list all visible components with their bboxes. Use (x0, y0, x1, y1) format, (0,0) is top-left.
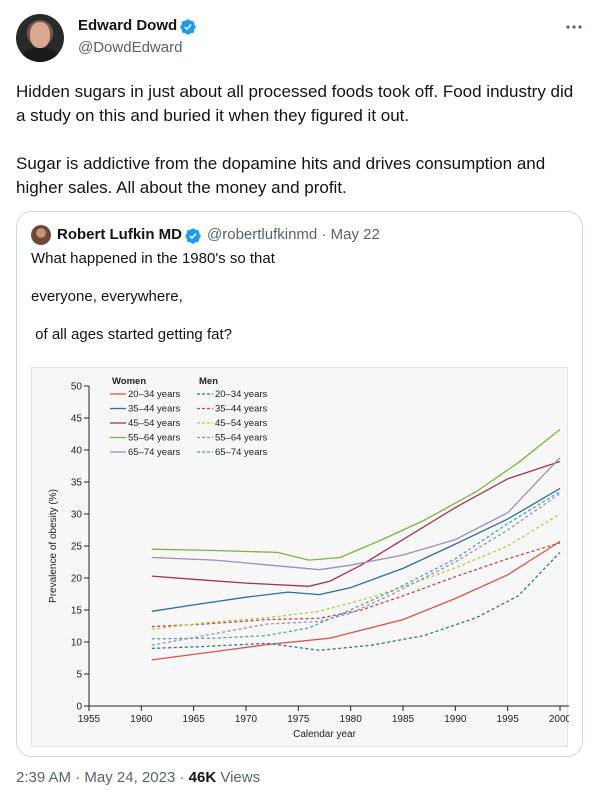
legend-label: 55–64 years (215, 433, 268, 444)
x-tick-label: 1965 (183, 714, 206, 725)
tweet-meta: 2:39 AM · May 24, 2023 · 46K Views (16, 769, 260, 786)
series-line-women (151, 487, 561, 612)
obesity-chart-image[interactable]: 0 5 10 15 20 25 30 35 40 45 50 1955 1960 1965 1970 1975… (31, 367, 569, 747)
quote-text: What happened in the 1980's so that ever… (31, 249, 571, 345)
quoted-tweet[interactable]: Robert Lufkin MD @robertlufkinmd · May 2… (16, 211, 583, 757)
series-line-women (151, 457, 561, 571)
series-line-men (151, 551, 561, 651)
quote-date: May 22 (330, 226, 380, 243)
x-tick-label: 1975 (287, 714, 310, 725)
quote-author-name: Robert Lufkin MD (57, 226, 182, 243)
legend-group-title: Men (199, 376, 218, 387)
more-horizontal-icon[interactable] (564, 20, 584, 34)
series-line-women (151, 428, 561, 561)
y-tick-label: 25 (71, 542, 83, 553)
author-name[interactable]: Edward Dowd (78, 17, 178, 34)
y-tick-label: 35 (71, 478, 83, 489)
y-tick-label: 50 (71, 382, 83, 393)
obesity-line-chart: 0 5 10 15 20 25 30 35 40 45 50 1955 1960 1965 1970 1975… (48, 376, 569, 740)
tweet-paragraph: Hidden sugars in just about all processe… (16, 82, 574, 125)
quote-line: everyone, everywhere, (31, 288, 183, 305)
meta-separator: · (75, 769, 81, 786)
tweet-text: Hidden sugars in just about all processe… (16, 80, 582, 224)
legend-label: 65–74 years (215, 447, 268, 458)
series-line-men (151, 513, 561, 630)
y-tick-label: 40 (71, 446, 83, 457)
verified-badge-icon (180, 19, 196, 35)
y-tick-label: 0 (76, 702, 82, 713)
x-tick-label: 1985 (392, 714, 415, 725)
x-tick-label: 1955 (78, 714, 101, 725)
quote-author-avatar (31, 225, 51, 245)
tweet-time[interactable]: 2:39 AM (16, 769, 72, 786)
x-tick-label: 1990 (444, 714, 467, 725)
author-handle[interactable]: @DowdEdward (78, 39, 183, 56)
legend-label: 65–74 years (128, 447, 181, 458)
legend-label: 20–34 years (128, 389, 181, 400)
y-axis-label: Prevalence of obesity (%) (48, 489, 59, 603)
x-tick-label: 2000 (549, 714, 569, 725)
legend-label: 35–44 years (215, 404, 268, 415)
quote-line: What happened in the 1980's so that (31, 250, 275, 267)
legend-label: 45–54 years (215, 418, 268, 429)
y-tick-label: 20 (71, 574, 83, 585)
x-axis-label: Calendar year (293, 729, 356, 740)
y-tick-label: 15 (71, 606, 83, 617)
author-avatar[interactable] (16, 14, 64, 62)
y-tick-label: 5 (76, 670, 82, 681)
meta-separator: · (179, 769, 185, 786)
x-tick-label: 1980 (340, 714, 363, 725)
x-tick-label: 1960 (130, 714, 153, 725)
tweet-date[interactable]: May 24, 2023 (84, 769, 176, 786)
quote-author-handle: @robertlufkinmd (207, 226, 318, 243)
series-line-women (151, 460, 561, 587)
x-tick-label: 1970 (235, 714, 258, 725)
series-line-men (151, 491, 561, 640)
legend-label: 35–44 years (128, 404, 181, 415)
avatar-face (30, 22, 50, 48)
y-tick-label: 45 (71, 414, 83, 425)
legend-label: 55–64 years (128, 433, 181, 444)
legend-label: 45–54 years (128, 418, 181, 429)
series-line-men (151, 542, 561, 628)
quote-handle-line: @robertlufkinmd · May 22 (207, 226, 380, 243)
views-label: Views (220, 769, 261, 786)
series-line-women (151, 540, 561, 661)
verified-badge-icon (185, 228, 201, 244)
views-count: 46K (188, 769, 217, 786)
quote-separator: · (321, 226, 327, 243)
y-tick-label: 10 (71, 638, 83, 649)
x-tick-label: 1995 (497, 714, 520, 725)
legend-group-title: Women (112, 376, 146, 387)
legend-label: 20–34 years (215, 389, 268, 400)
y-tick-label: 30 (71, 510, 83, 521)
series-line-men (151, 492, 561, 646)
tweet-paragraph: Sugar is addictive from the dopamine hit… (16, 154, 546, 197)
quote-line: of all ages started getting fat? (31, 326, 232, 343)
avatar-shirt (20, 48, 60, 62)
